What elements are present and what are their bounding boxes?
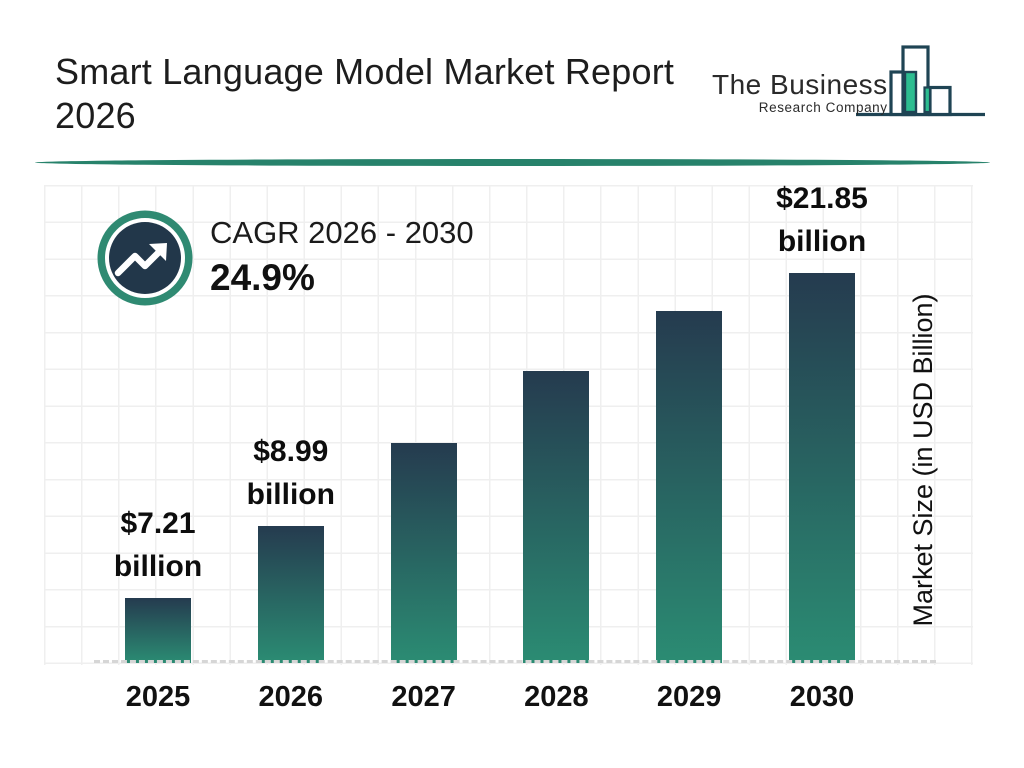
company-logo: The Business Research Company [712,44,986,117]
skyline-bar-chart-icon [855,45,985,117]
x-tick-label-2026: 2026 [258,681,324,713]
x-tick-label-2028: 2028 [524,681,589,713]
badge-disc [109,222,181,294]
value-label-2026: $8.99 billion [246,435,335,511]
divider-line [35,159,990,166]
cagr-period-label: CAGR 2026 - 2030 [210,215,474,250]
cagr-value: 24.9% [210,257,315,298]
page-title: Smart Language Model Market Report 2026 [55,51,675,136]
x-tick-label-2030: 2030 [789,681,855,713]
cagr-badge [97,210,193,306]
badge-outer-ring [97,210,193,306]
cagr-text-block: CAGR 2026 - 2030 24.9% [210,213,474,301]
x-axis-baseline [94,660,936,663]
x-tick-label-2027: 2027 [391,681,456,713]
logo-company-name: The Business [712,69,888,100]
x-tick-label-2029: 2029 [656,681,722,713]
value-label-2025: $7.21 billion [113,507,203,583]
logo-tagline: Research Company [758,100,888,115]
bar-2026 [257,526,324,663]
value-label-2030: $21.85 billion [776,182,868,258]
bar-2027 [390,443,457,663]
x-tick-label-2025: 2025 [125,681,191,713]
bar-2030 [789,273,855,663]
y-axis-label: Market Size (in USD Billion) [908,293,938,627]
bar-2025 [125,598,191,663]
logo-text: The Business Research Company [712,70,888,117]
trending-up-icon [114,243,167,277]
bar-2028 [523,371,590,663]
bar-2029 [656,311,723,663]
